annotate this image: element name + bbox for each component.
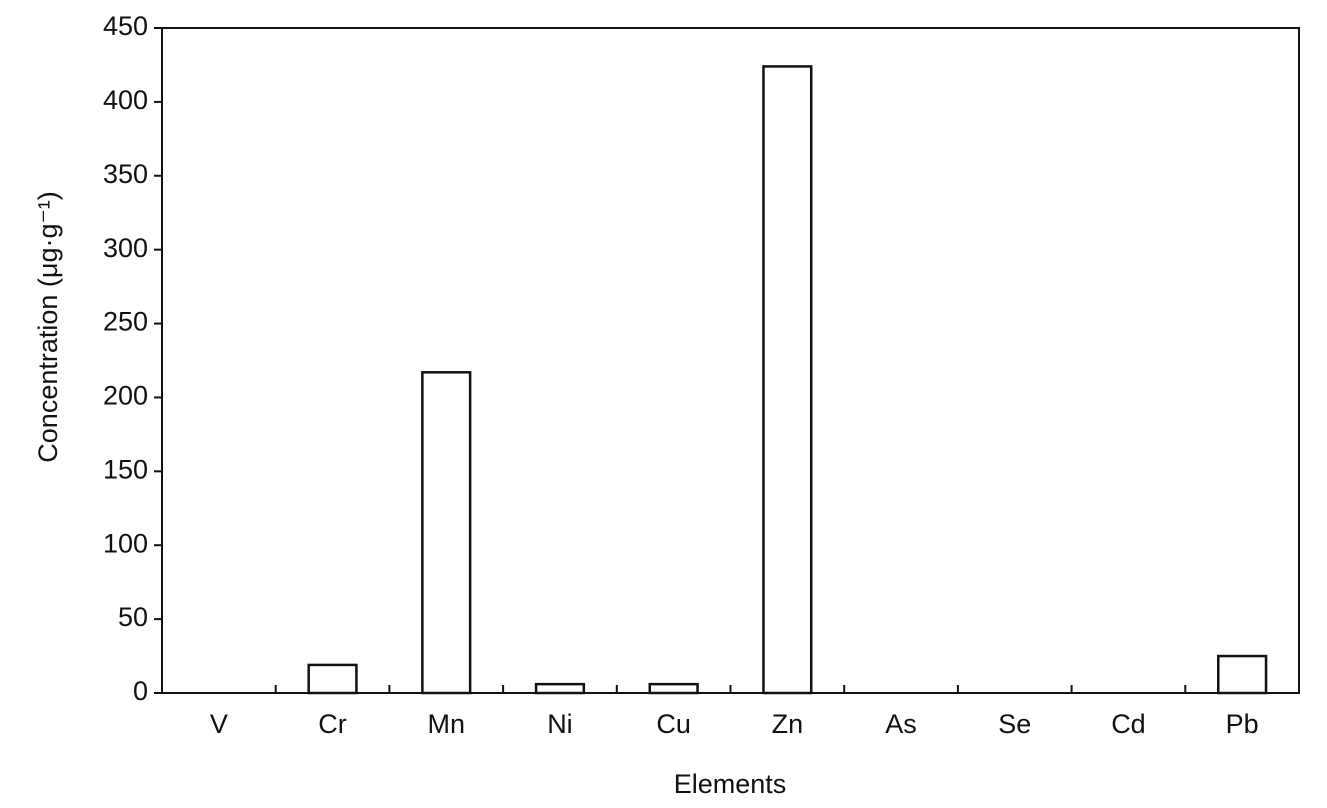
plot-frame	[161, 27, 1300, 694]
bar	[1217, 654, 1268, 695]
bar	[762, 65, 813, 695]
bar	[307, 663, 358, 695]
x-tick-label: Se	[998, 709, 1031, 739]
y-tick-label: 350	[103, 159, 148, 189]
x-tick-label: Mn	[427, 709, 465, 739]
x-tick-label: Zn	[772, 709, 804, 739]
y-tick-label: 200	[103, 381, 148, 411]
x-tick-label: Cu	[656, 709, 691, 739]
y-tick-label: 0	[133, 676, 148, 706]
x-tick-label: Pb	[1226, 709, 1259, 739]
x-tick-label: Ni	[547, 709, 573, 739]
y-tick-label: 400	[103, 85, 148, 115]
y-tick-label: 300	[103, 233, 148, 263]
y-tick-label: 250	[103, 307, 148, 337]
y-tick-label: 450	[103, 11, 148, 41]
bar	[648, 682, 699, 695]
y-axis-label: Concentration (μg·g⁻¹)	[33, 191, 63, 462]
y-tick-label: 50	[118, 602, 148, 632]
x-tick-label: Cr	[318, 709, 347, 739]
y-tick-label: 100	[103, 528, 148, 558]
bar	[534, 682, 586, 695]
bar	[421, 371, 472, 695]
x-tick-label: Cd	[1111, 709, 1146, 739]
x-tick-label: As	[885, 709, 917, 739]
x-tick-label: V	[210, 709, 228, 739]
y-tick-label: 150	[103, 454, 148, 484]
x-axis-label: Elements	[674, 769, 787, 799]
